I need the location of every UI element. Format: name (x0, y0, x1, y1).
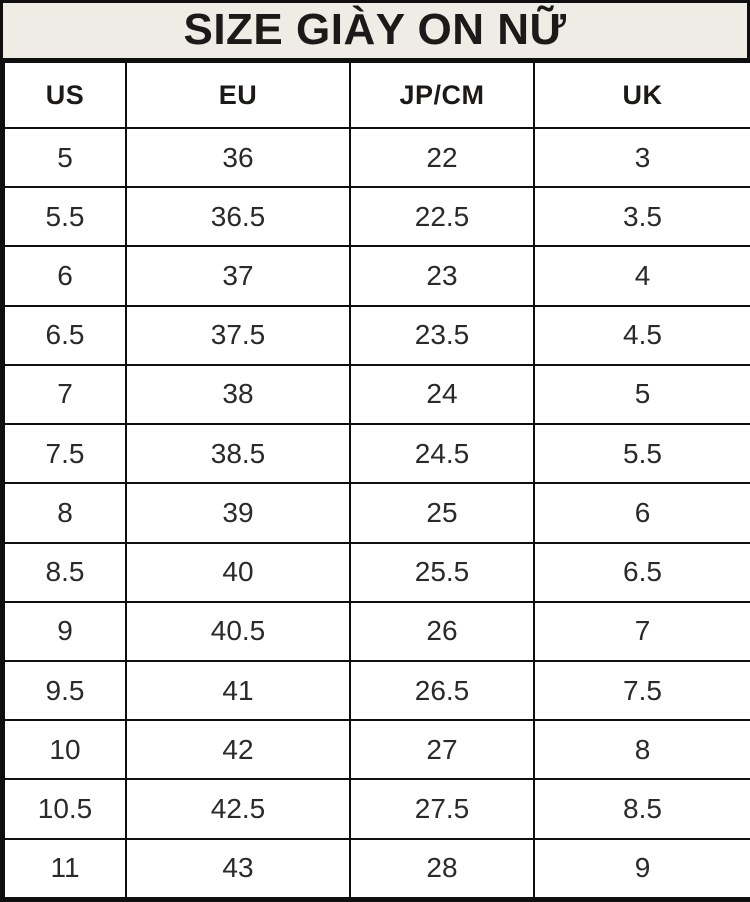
table-row: 6.5 37.5 23.5 4.5 (3, 304, 750, 366)
size-cell: 3.5 (533, 186, 750, 248)
table-row: 7 38 24 5 (3, 363, 750, 426)
column-header-uk: UK (533, 61, 750, 129)
size-cell: 22.5 (349, 186, 535, 248)
chart-title-bar: SIZE GIÀY ON NỮ (3, 3, 747, 61)
size-cell: 36 (125, 126, 351, 189)
size-cell: 25.5 (349, 541, 535, 603)
size-cell: 40.5 (125, 600, 351, 662)
size-cell: 42.5 (125, 778, 351, 840)
size-cell: 36.5 (125, 186, 351, 248)
table-row: 5 36 22 3 (3, 126, 750, 189)
table-row: 7.5 38.5 24.5 5.5 (3, 423, 750, 485)
column-header-us: US (3, 61, 127, 129)
size-cell: 8.5 (533, 778, 750, 840)
size-cell: 42 (125, 719, 351, 781)
size-cell: 26.5 (349, 659, 535, 722)
size-cell: 7 (3, 363, 127, 426)
size-cell: 5 (3, 126, 127, 189)
size-cell: 23 (349, 245, 535, 307)
size-cell: 4 (533, 245, 750, 307)
size-cell: 8 (3, 482, 127, 544)
table-row: 9 40.5 26 7 (3, 600, 750, 662)
size-cell: 39 (125, 482, 351, 544)
size-cell: 7 (533, 600, 750, 662)
size-cell: 7.5 (3, 423, 127, 485)
size-cell: 8 (533, 719, 750, 781)
table-row: 10.5 42.5 27.5 8.5 (3, 778, 750, 840)
size-cell: 5 (533, 363, 750, 426)
table-row: 10 42 27 8 (3, 719, 750, 781)
size-cell: 28 (349, 837, 535, 900)
size-cell: 25 (349, 482, 535, 544)
size-cell: 7.5 (533, 659, 750, 722)
size-cell: 6 (3, 245, 127, 307)
size-cell: 23.5 (349, 304, 535, 366)
size-cell: 9 (3, 600, 127, 662)
size-cell: 26 (349, 600, 535, 662)
size-cell: 5.5 (3, 186, 127, 248)
size-cell: 8.5 (3, 541, 127, 603)
table-row: 8 39 25 6 (3, 482, 750, 544)
table-row: 8.5 40 25.5 6.5 (3, 541, 750, 603)
size-cell: 11 (3, 837, 127, 900)
size-cell: 41 (125, 659, 351, 722)
size-cell: 6 (533, 482, 750, 544)
size-cell: 24.5 (349, 423, 535, 485)
size-cell: 4.5 (533, 304, 750, 366)
table-row: 11 43 28 9 (3, 837, 750, 900)
size-cell: 40 (125, 541, 351, 603)
size-cell: 37 (125, 245, 351, 307)
size-conversion-table: US EU JP/CM UK 5 36 22 3 5.5 36.5 22.5 3.5 6 37 23 4 6.… (3, 61, 750, 900)
size-cell: 9.5 (3, 659, 127, 722)
size-cell: 10 (3, 719, 127, 781)
size-cell: 37.5 (125, 304, 351, 366)
size-cell: 27.5 (349, 778, 535, 840)
size-table-container: US EU JP/CM UK 5 36 22 3 5.5 36.5 22.5 3.5 6 37 23 4 6.… (3, 61, 750, 900)
size-cell: 5.5 (533, 423, 750, 485)
size-cell: 43 (125, 837, 351, 900)
size-cell: 6.5 (3, 304, 127, 366)
table-row: 6 37 23 4 (3, 245, 750, 307)
size-cell: 24 (349, 363, 535, 426)
column-header-jp-cm: JP/CM (349, 61, 535, 129)
size-cell: 22 (349, 126, 535, 189)
size-cell: 38.5 (125, 423, 351, 485)
size-cell: 27 (349, 719, 535, 781)
size-cell: 10.5 (3, 778, 127, 840)
table-row: 5.5 36.5 22.5 3.5 (3, 186, 750, 248)
size-cell: 6.5 (533, 541, 750, 603)
column-header-eu: EU (125, 61, 351, 129)
size-cell: 9 (533, 837, 750, 900)
page-title: SIZE GIÀY ON NỮ (183, 4, 567, 54)
size-cell: 3 (533, 126, 750, 189)
table-row: 9.5 41 26.5 7.5 (3, 659, 750, 722)
header-row: US EU JP/CM UK (3, 61, 750, 129)
size-cell: 38 (125, 363, 351, 426)
